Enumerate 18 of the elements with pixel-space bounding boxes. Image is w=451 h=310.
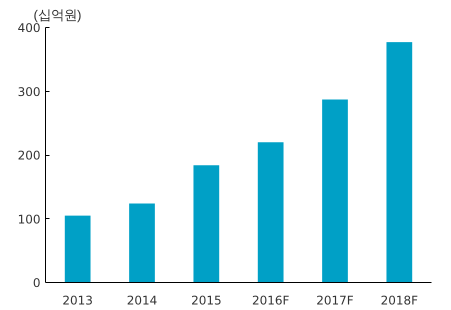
- x-tick-label: 2016F: [252, 294, 290, 308]
- bar: [129, 203, 155, 282]
- bar: [193, 165, 220, 282]
- x-tick-label: 2018F: [380, 294, 418, 308]
- y-tick-label: 400: [18, 21, 40, 35]
- y-axis-title: (십억원): [34, 8, 82, 22]
- x-tick-label: 2013: [62, 294, 93, 308]
- y-tick-label: 100: [18, 212, 40, 226]
- x-tick-label: 2015: [191, 294, 222, 308]
- bar: [386, 42, 412, 282]
- x-tick-label: 2017F: [316, 294, 354, 308]
- y-tick-label: 200: [18, 148, 40, 162]
- bar: [64, 216, 91, 282]
- bar: [258, 142, 284, 282]
- y-tick-label: 0: [32, 276, 41, 290]
- y-tick-label: 300: [18, 84, 40, 99]
- x-tick-label: 2014: [126, 294, 158, 308]
- bar: [322, 100, 348, 282]
